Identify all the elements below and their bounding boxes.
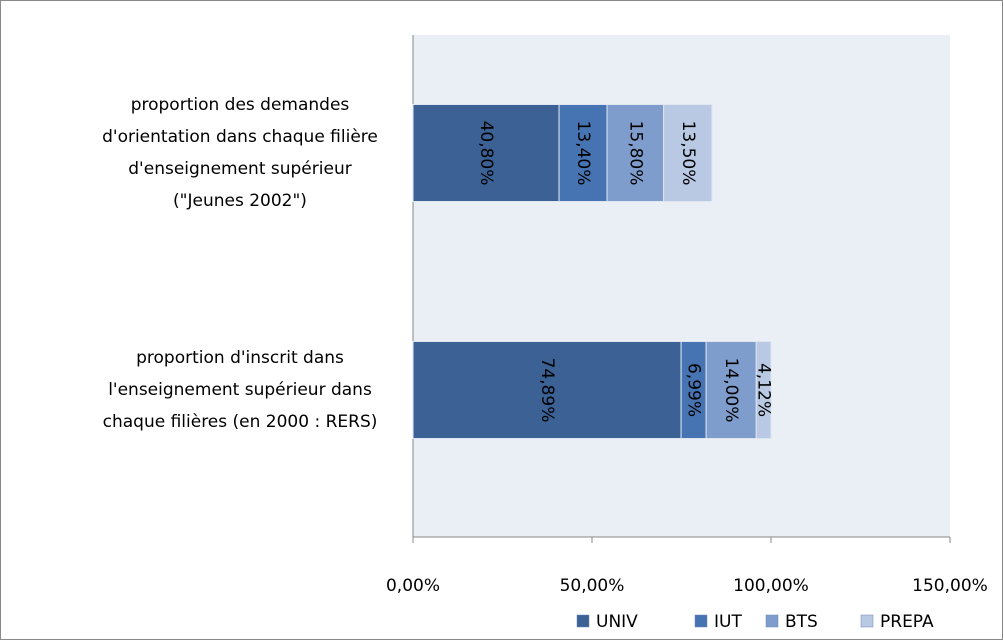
y-tick-label: proportion des demandes d'orientation dan… <box>102 95 378 211</box>
legend-label: UNIV <box>596 612 638 632</box>
x-tick-label: 50,00% <box>560 576 625 596</box>
x-tick-label: 150,00% <box>912 576 988 596</box>
legend-swatch <box>576 614 590 628</box>
data-label: 13,50% <box>678 121 698 186</box>
legend-swatch <box>765 614 779 628</box>
bar-segment <box>663 104 713 202</box>
data-label: 6,99% <box>684 363 704 417</box>
x-tick-label: 100,00% <box>733 576 809 596</box>
data-label: 14,00% <box>721 358 741 423</box>
data-label: 15,80% <box>625 121 645 186</box>
bar-segment <box>558 104 608 202</box>
bar-segment <box>412 341 682 439</box>
x-tick-label: 0,00% <box>386 576 440 596</box>
bar-segment <box>680 341 707 439</box>
legend-swatch <box>860 614 874 628</box>
legend-label: BTS <box>785 612 818 632</box>
legend-label: IUT <box>714 612 742 632</box>
legend-swatch <box>694 614 708 628</box>
y-tick-label: proportion d'inscrit dans l'enseignement … <box>103 348 378 432</box>
data-label: 13,40% <box>573 121 593 186</box>
data-label: 4,12% <box>754 363 774 417</box>
data-label: 74,89% <box>537 358 557 423</box>
data-label: 40,80% <box>476 121 496 186</box>
bar-segment <box>412 104 560 202</box>
legend-label: PREPA <box>880 612 934 632</box>
bar-segment <box>755 341 772 439</box>
bar-segment <box>606 104 665 202</box>
